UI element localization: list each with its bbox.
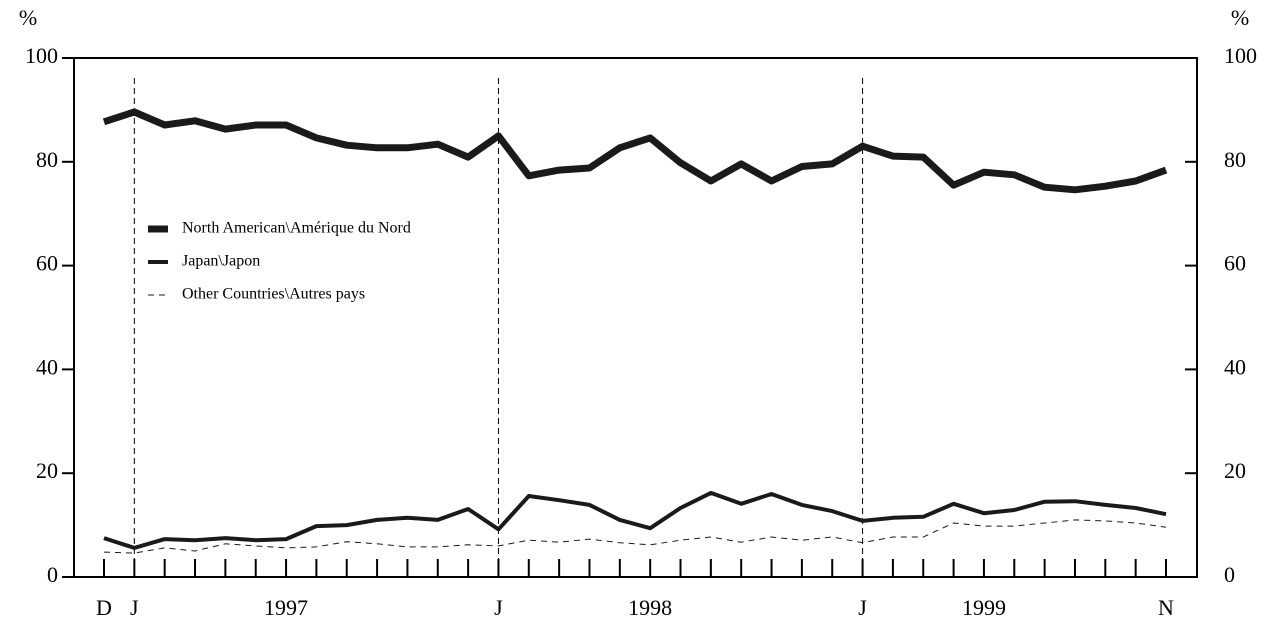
y2-tick-label: 60 — [1224, 251, 1246, 276]
y2-axis-label: % — [1231, 5, 1249, 30]
y2-tick-label: 100 — [1224, 43, 1257, 68]
plot-frame — [73, 57, 1198, 578]
x-tick-label: J — [494, 595, 503, 620]
series-line — [102, 108, 1168, 194]
x-tick-label: J — [130, 595, 139, 620]
y-tick-label: 20 — [36, 458, 58, 483]
y-tick-label: 80 — [36, 147, 58, 172]
x-tick-label: N — [1158, 595, 1174, 620]
x-tick-label: D — [96, 595, 112, 620]
y-axis-label: % — [19, 5, 37, 30]
series-line — [103, 490, 1167, 550]
y2-tick-label: 40 — [1224, 354, 1246, 379]
x-tick-label: 1998 — [628, 595, 672, 620]
y-tick-label: 100 — [25, 43, 58, 68]
y-tick-label: 60 — [36, 251, 58, 276]
y2-tick-label: 80 — [1224, 147, 1246, 172]
y2-tick-label: 20 — [1224, 458, 1246, 483]
legend-label: Other Countries\Autres pays — [182, 286, 365, 303]
x-tick-label: 1999 — [962, 595, 1006, 620]
x-tick-label: 1997 — [264, 595, 308, 620]
y2-tick-label: 0 — [1224, 562, 1235, 587]
y-tick-label: 0 — [47, 562, 58, 587]
legend-label: Japan\Japon — [182, 253, 260, 270]
series-line — [103, 519, 1167, 554]
x-tick-label: J — [858, 595, 867, 620]
legend-label: North American\Amérique du Nord — [182, 220, 411, 237]
y-tick-label: 40 — [36, 354, 58, 379]
